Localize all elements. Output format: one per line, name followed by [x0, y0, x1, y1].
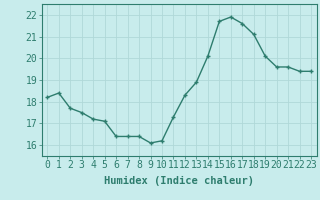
X-axis label: Humidex (Indice chaleur): Humidex (Indice chaleur): [104, 176, 254, 186]
